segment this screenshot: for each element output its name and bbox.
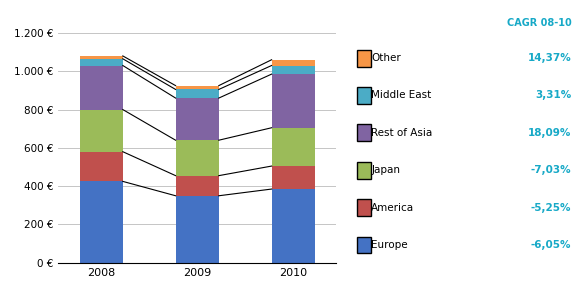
Text: CAGR 08-10: CAGR 08-10 [506, 18, 571, 28]
Bar [79, 59, 123, 65]
Text: -5,25%: -5,25% [531, 203, 571, 213]
Text: 18,09%: 18,09% [528, 128, 571, 138]
Bar [176, 89, 219, 98]
Bar [176, 140, 219, 176]
Bar [176, 98, 219, 140]
Text: Europe: Europe [371, 240, 408, 250]
Bar [176, 176, 219, 196]
Text: -6,05%: -6,05% [531, 240, 571, 250]
Bar [79, 152, 123, 181]
Text: America: America [371, 203, 414, 213]
Text: 3,31%: 3,31% [535, 91, 571, 100]
Bar [271, 60, 315, 65]
Bar [176, 196, 219, 263]
Bar [271, 65, 315, 74]
Text: Other: Other [371, 53, 401, 63]
Text: Japan: Japan [371, 165, 400, 175]
Bar [79, 65, 123, 110]
Bar [79, 110, 123, 152]
Bar [271, 189, 315, 263]
Bar [79, 56, 123, 59]
Bar [271, 166, 315, 189]
Bar [271, 74, 315, 128]
Text: Rest of Asia: Rest of Asia [371, 128, 433, 138]
Bar [79, 181, 123, 263]
Bar [271, 128, 315, 166]
Bar [176, 86, 219, 89]
Text: 14,37%: 14,37% [528, 53, 571, 63]
Text: -7,03%: -7,03% [531, 165, 571, 175]
Text: Middle East: Middle East [371, 91, 432, 100]
